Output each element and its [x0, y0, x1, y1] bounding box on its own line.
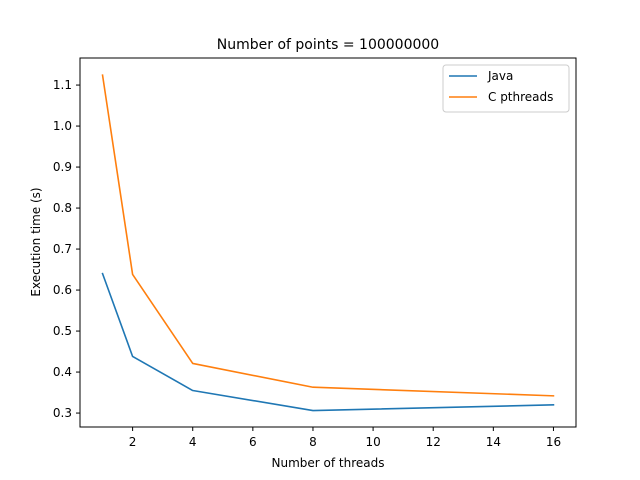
y-tick-label: 0.4	[53, 365, 72, 379]
x-tick-label: 14	[486, 435, 501, 449]
legend: Java C pthreads	[442, 64, 570, 113]
y-tick-label: 0.5	[53, 324, 72, 338]
y-tick-label: 0.7	[53, 242, 72, 256]
x-tick-label: 4	[189, 435, 197, 449]
legend-items: Java C pthreads	[449, 69, 553, 104]
y-tick-label: 0.6	[53, 283, 72, 297]
x-axis-ticks: 2 4 6 8 10 12 14 16	[129, 427, 561, 449]
y-axis-label: Execution time (s)	[29, 187, 43, 296]
x-axis-label: Number of threads	[272, 456, 385, 470]
y-tick-label: 1.0	[53, 119, 72, 133]
series-line-c-pthreads	[101, 74, 555, 397]
x-tick-label: 12	[426, 435, 441, 449]
y-tick-label: 0.9	[53, 160, 72, 174]
y-tick-label: 0.8	[53, 201, 72, 215]
y-axis-ticks: 0.3 0.4 0.5 0.6 0.7 0.8 0.9 1.0 1.1	[53, 78, 80, 420]
x-tick-label: 8	[309, 435, 317, 449]
y-tick-label: 1.1	[53, 78, 72, 92]
chart-title: Number of points = 100000000	[217, 37, 439, 53]
legend-label: Java	[487, 69, 513, 83]
x-tick-label: 16	[546, 435, 561, 449]
y-tick-label: 0.3	[53, 406, 72, 420]
x-tick-label: 10	[365, 435, 380, 449]
series-line-java	[101, 272, 555, 412]
legend-label: C pthreads	[488, 90, 553, 104]
x-tick-label: 2	[129, 435, 137, 449]
plot-frame	[79, 57, 577, 428]
series-layer	[101, 74, 555, 412]
x-tick-label: 6	[249, 435, 257, 449]
